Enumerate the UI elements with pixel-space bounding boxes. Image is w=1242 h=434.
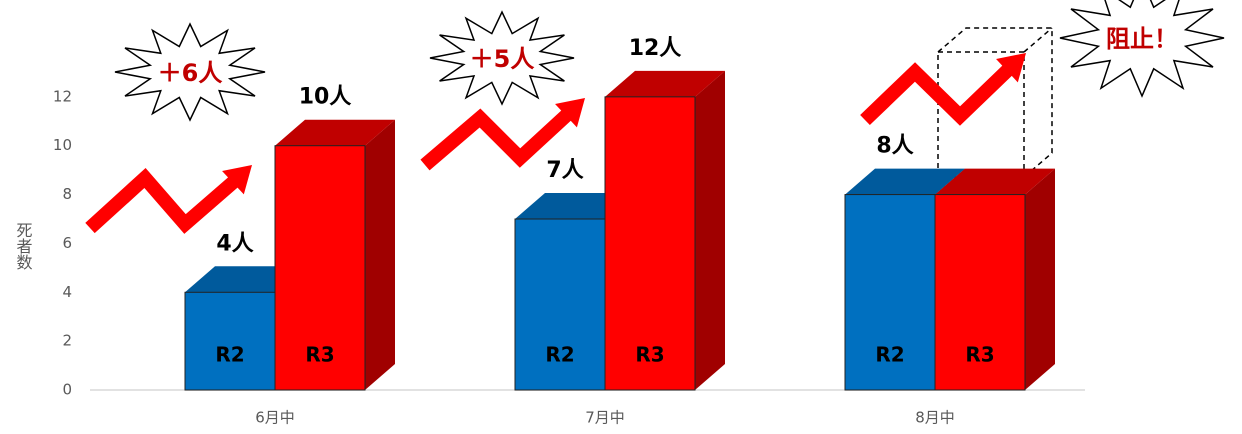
bar	[844, 194, 936, 391]
annotation: 阻止！	[1106, 25, 1178, 53]
bar-top	[605, 70, 725, 97]
x-tick-label: 8月中	[915, 409, 955, 427]
series-name: R3	[305, 343, 334, 367]
value-label: 7人	[546, 158, 583, 183]
starburst	[114, 22, 266, 122]
x-tick-label: 7月中	[585, 409, 625, 427]
y-tick-label: 10	[53, 136, 72, 154]
bar	[184, 291, 276, 391]
y-tick-label: 0	[62, 381, 72, 399]
series-name: R2	[215, 343, 244, 367]
annotation: ＋5人	[470, 45, 535, 73]
bar-side	[365, 119, 395, 390]
value-label: 4人	[216, 231, 253, 256]
bar-side	[695, 70, 725, 390]
trend-arrow-head	[555, 98, 585, 128]
trend-arrow	[420, 106, 575, 171]
x-tick-label: 6月中	[255, 409, 295, 427]
value-label: 10人	[299, 85, 352, 110]
starburst	[429, 10, 575, 106]
bar	[934, 194, 1026, 391]
value-label: 8人	[876, 134, 913, 159]
y-axis-label: 死者数	[14, 222, 33, 270]
bar-top	[935, 168, 1055, 195]
starburst	[1059, 0, 1225, 98]
bar	[274, 145, 366, 391]
series-name: R2	[875, 343, 904, 367]
trend-arrow-head	[996, 53, 1026, 83]
value-label: 12人	[629, 36, 682, 61]
bar-side	[1025, 168, 1055, 390]
bar-top	[845, 168, 965, 195]
bar-top	[275, 119, 395, 146]
trend-arrow-head	[222, 165, 252, 195]
series-name: R3	[965, 343, 994, 367]
y-tick-label: 4	[62, 283, 72, 301]
trend-arrow	[85, 168, 243, 234]
y-tick-label: 6	[62, 234, 72, 252]
series-name: R2	[545, 343, 574, 367]
bar	[604, 96, 696, 391]
annotation: ＋6人	[158, 59, 223, 87]
y-tick-label: 2	[62, 332, 72, 350]
y-tick-label: 8	[62, 185, 72, 203]
series-name: R3	[635, 343, 664, 367]
dashed-box	[1023, 27, 1053, 53]
trend-arrow	[860, 60, 1017, 126]
y-tick-label: 12	[53, 87, 72, 105]
